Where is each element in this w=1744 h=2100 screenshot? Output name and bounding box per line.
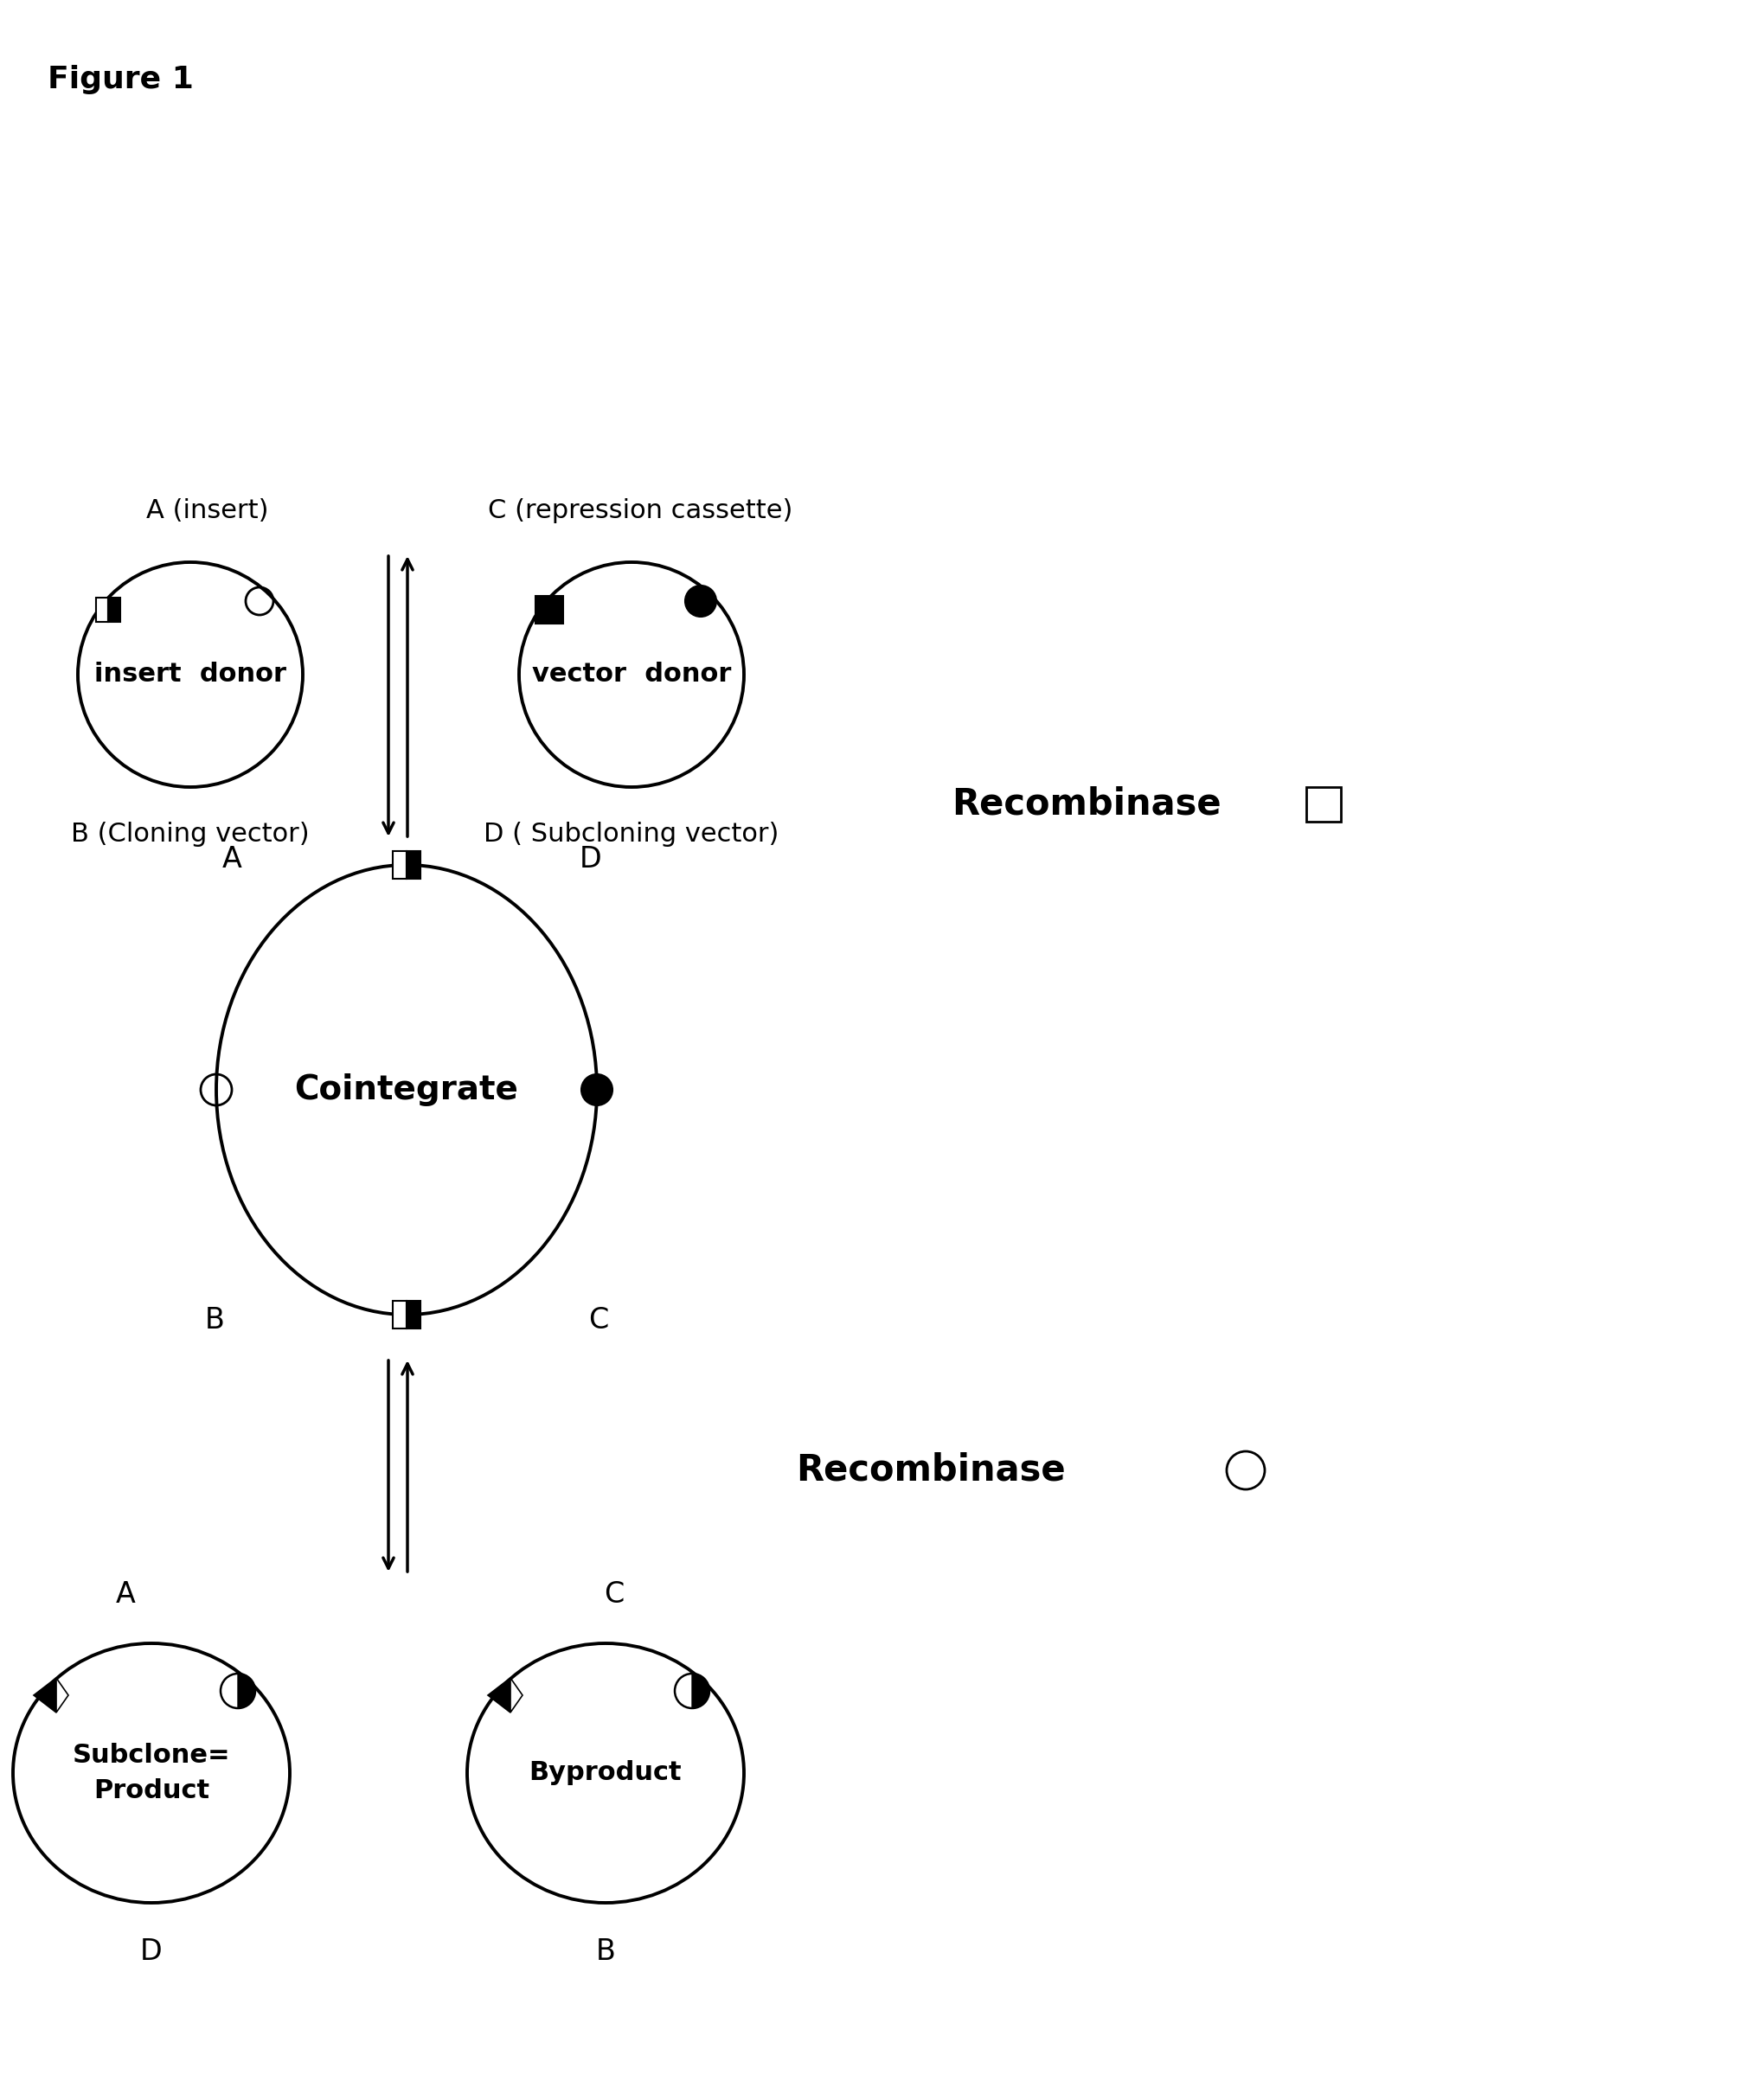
Polygon shape — [511, 1678, 523, 1712]
Text: Recombinase: Recombinase — [952, 785, 1221, 823]
Text: D ( Subcloning vector): D ( Subcloning vector) — [483, 821, 780, 846]
Polygon shape — [488, 1678, 511, 1712]
Text: D: D — [579, 844, 602, 874]
Bar — [108, 598, 120, 622]
Text: A: A — [223, 844, 242, 874]
Text: C (repression cassette): C (repression cassette) — [488, 498, 792, 523]
Polygon shape — [237, 1674, 255, 1707]
Text: Cointegrate: Cointegrate — [295, 1073, 518, 1107]
Polygon shape — [56, 1678, 68, 1712]
Polygon shape — [33, 1678, 56, 1712]
Text: C: C — [588, 1306, 609, 1336]
Text: B: B — [206, 1306, 225, 1336]
Bar — [96, 598, 108, 622]
Text: C: C — [603, 1579, 624, 1609]
Text: Byproduct: Byproduct — [528, 1760, 682, 1785]
Bar — [1306, 788, 1341, 821]
Text: A: A — [115, 1579, 136, 1609]
Bar — [406, 1300, 420, 1329]
Text: Recombinase: Recombinase — [795, 1453, 1066, 1489]
Bar — [535, 596, 563, 624]
Text: insert  donor: insert donor — [94, 662, 286, 687]
Text: Figure 1: Figure 1 — [47, 65, 194, 94]
Text: A (insert): A (insert) — [146, 498, 269, 523]
Text: D: D — [140, 1938, 162, 1966]
Bar — [392, 1300, 406, 1329]
Text: Subclone=
Product: Subclone= Product — [73, 1743, 230, 1804]
Circle shape — [220, 1674, 255, 1707]
Text: B (Cloning vector): B (Cloning vector) — [72, 821, 309, 846]
Bar — [392, 850, 406, 878]
Circle shape — [581, 1075, 612, 1105]
Bar — [406, 850, 420, 878]
Text: B: B — [596, 1938, 616, 1966]
Polygon shape — [692, 1674, 710, 1707]
Text: vector  donor: vector donor — [532, 662, 731, 687]
Circle shape — [685, 586, 717, 617]
Circle shape — [675, 1674, 710, 1707]
